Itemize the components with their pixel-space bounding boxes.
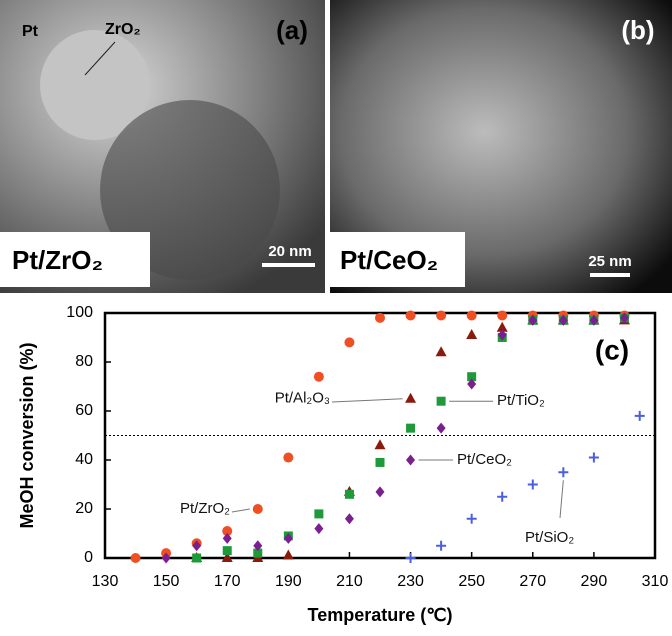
x-tick-label: 250 (458, 573, 485, 590)
point (497, 329, 507, 341)
x-tick-label: 210 (336, 573, 363, 590)
point (467, 378, 477, 390)
y-tick-label: 100 (66, 304, 93, 321)
point (527, 479, 538, 490)
annotation: Pt (22, 23, 39, 40)
x-tick-label: 310 (642, 573, 669, 590)
point (192, 553, 202, 563)
point (466, 310, 477, 321)
y-tick-label: 40 (75, 451, 93, 468)
point (467, 372, 477, 382)
point (344, 337, 355, 348)
point (406, 454, 416, 466)
point (344, 489, 354, 499)
x-tick-label: 230 (397, 573, 424, 590)
point (436, 396, 446, 406)
point (466, 513, 477, 524)
series-label: Pt/CeO₂ (457, 451, 512, 468)
point (161, 552, 171, 564)
point (497, 310, 508, 321)
y-tick-label: 0 (84, 549, 93, 566)
point (634, 410, 645, 421)
point (588, 452, 599, 463)
point (558, 314, 568, 326)
caption-box (330, 232, 465, 287)
point (375, 486, 385, 498)
annotation: ZrO₂ (105, 21, 141, 38)
series-label: Pt/ZrO₂ (180, 500, 230, 517)
leader (231, 508, 250, 513)
point (589, 314, 599, 326)
x-tick-label: 150 (153, 573, 180, 590)
point (405, 553, 416, 563)
y-tick-label: 80 (75, 353, 93, 370)
series-label: Pt/TiO₂ (497, 392, 545, 409)
x-tick-label: 130 (92, 573, 119, 590)
panel-b: Pt/CeO₂ (b) 25 nm (330, 0, 672, 293)
leader (84, 41, 116, 76)
y-tick-label: 60 (75, 402, 93, 419)
particle (40, 30, 150, 140)
x-tick-label: 290 (581, 573, 608, 590)
point (436, 310, 447, 321)
point (496, 321, 508, 332)
point (528, 314, 538, 326)
point (406, 423, 416, 433)
panel-a: Pt/ZrO₂ (a) Pt ZrO₂ 20 nm (0, 0, 325, 293)
point (436, 540, 447, 551)
point (253, 540, 263, 552)
point (466, 329, 478, 340)
scale-label: 20 nm (268, 243, 311, 260)
point (221, 552, 233, 562)
scale-label: 25 nm (588, 253, 631, 270)
point (252, 504, 263, 514)
point (405, 392, 417, 403)
point (282, 549, 294, 560)
point (497, 491, 508, 502)
leader (331, 398, 403, 403)
point (314, 523, 324, 535)
caption-box (0, 232, 150, 287)
x-axis-title: Temperature (℃) (308, 605, 453, 625)
point (283, 532, 293, 544)
point (222, 546, 232, 556)
point (192, 540, 202, 552)
panel-label: (a) (276, 15, 308, 45)
point (314, 509, 324, 519)
point (375, 312, 385, 323)
panel-label: (b) (621, 15, 654, 45)
point (313, 371, 324, 382)
point (405, 310, 416, 321)
point (222, 532, 232, 544)
caption: Pt/CeO₂ (340, 245, 438, 275)
y-axis-title: MeOH conversion (%) (17, 342, 37, 528)
point (283, 452, 294, 463)
point (344, 513, 354, 525)
chart: 0 20 40 60 80 100 130 150 170 190 210 230 250 270 290 3… (17, 304, 669, 625)
point (435, 346, 447, 357)
point (222, 526, 233, 537)
caption: Pt/ZrO₂ (12, 245, 103, 275)
point (558, 467, 569, 478)
x-tick-label: 270 (519, 573, 546, 590)
leader (559, 480, 564, 519)
point (619, 312, 629, 324)
series-label: Pt/Al₂O₃ (275, 390, 330, 407)
point (130, 553, 141, 563)
y-tick-label: 20 (75, 500, 93, 517)
point (375, 457, 385, 467)
panel-label: (c) (595, 334, 629, 365)
point (374, 439, 386, 450)
x-tick-label: 170 (214, 573, 241, 590)
point (253, 548, 263, 558)
plot-frame (103, 311, 657, 560)
x-tick-label: 190 (275, 573, 302, 590)
point (436, 422, 446, 434)
series-label: Pt/SiO₂ (525, 529, 574, 546)
